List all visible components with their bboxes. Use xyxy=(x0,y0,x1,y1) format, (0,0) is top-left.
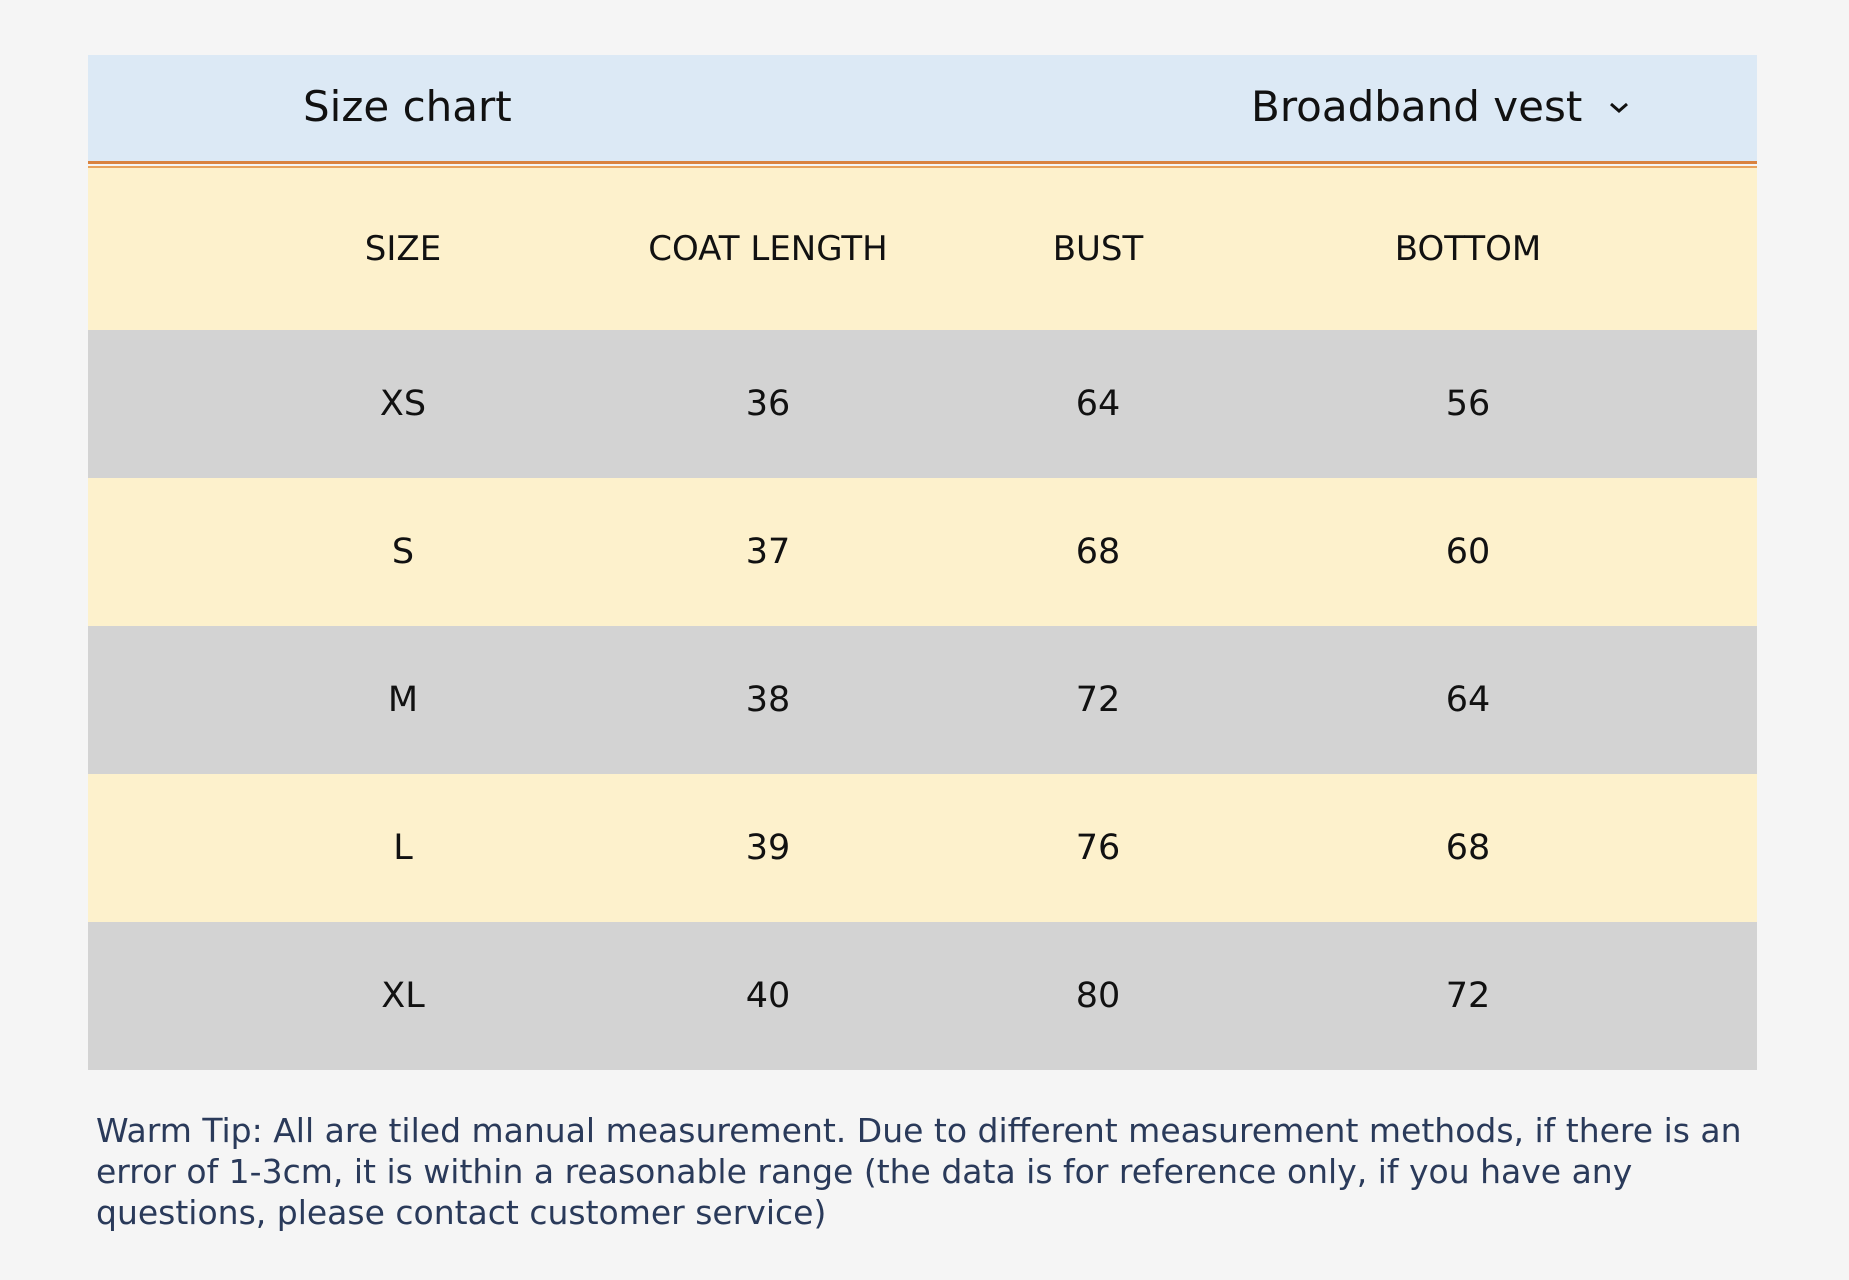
column-header: COAT LENGTH xyxy=(648,229,888,269)
tip: Warm Tip: All are tiled manual measureme… xyxy=(96,1111,1742,1232)
column-header: SIZE xyxy=(364,229,442,269)
table-cell: S xyxy=(391,532,415,572)
table-cell: 76 xyxy=(1075,828,1121,868)
table-cell: 36 xyxy=(745,384,791,424)
table-cell: 40 xyxy=(745,976,791,1016)
table-cell: 56 xyxy=(1445,384,1491,424)
table-cell: 64 xyxy=(1445,680,1491,720)
size-table: SIZE COAT LENGTH BUST BOTTOM XS 36 64 56 S 37 68 60… xyxy=(88,168,1757,1070)
table-row: XS 36 64 56 xyxy=(88,330,1757,478)
table-cell: 68 xyxy=(1445,828,1491,868)
table-row: M 38 72 64 xyxy=(88,626,1757,774)
table-row: XL 40 80 72 xyxy=(88,922,1757,1070)
table-cell: 37 xyxy=(745,532,791,572)
table-cell: 39 xyxy=(745,828,791,868)
table-cell: XS xyxy=(379,384,427,424)
column-header: BUST xyxy=(1052,229,1144,269)
table-row: S 37 68 60 xyxy=(88,478,1757,626)
table-cell: L xyxy=(393,828,413,868)
chevron[interactable] xyxy=(1608,100,1630,114)
divider xyxy=(88,161,1757,164)
table-cell: XL xyxy=(381,976,425,1016)
table-cell: 64 xyxy=(1075,384,1121,424)
table-cell: 72 xyxy=(1075,680,1121,720)
table-cell: 80 xyxy=(1075,976,1121,1016)
header-row: SIZE COAT LENGTH BUST BOTTOM xyxy=(88,168,1757,330)
column-header: BOTTOM xyxy=(1394,229,1542,269)
divider xyxy=(88,166,1757,168)
table-cell: 72 xyxy=(1445,976,1491,1016)
table-row: L 39 76 68 xyxy=(88,774,1757,922)
product-name[interactable]: Broadband vest xyxy=(1251,82,1583,131)
title: Size chart xyxy=(303,82,512,131)
table-cell: 60 xyxy=(1445,532,1491,572)
table-cell: 68 xyxy=(1075,532,1121,572)
header-bar xyxy=(88,55,1757,162)
table-cell: M xyxy=(387,680,419,720)
table-cell: 38 xyxy=(745,680,791,720)
product-select[interactable]: Broadband vest xyxy=(1251,82,1630,131)
